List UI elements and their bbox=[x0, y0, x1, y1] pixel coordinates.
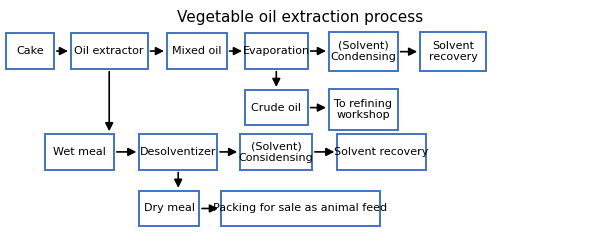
FancyBboxPatch shape bbox=[221, 191, 380, 226]
Text: (Solvent)
Considensing: (Solvent) Considensing bbox=[239, 141, 313, 163]
FancyBboxPatch shape bbox=[329, 32, 398, 71]
Text: Desolventizer: Desolventizer bbox=[140, 147, 217, 157]
Text: Oil extractor: Oil extractor bbox=[74, 46, 144, 56]
FancyBboxPatch shape bbox=[420, 32, 486, 71]
Text: Solvent
recovery: Solvent recovery bbox=[428, 41, 478, 62]
FancyBboxPatch shape bbox=[245, 90, 308, 125]
Text: Solvent recovery: Solvent recovery bbox=[334, 147, 429, 157]
Text: Crude oil: Crude oil bbox=[251, 103, 301, 113]
FancyBboxPatch shape bbox=[71, 33, 148, 69]
Text: (Solvent)
Condensing: (Solvent) Condensing bbox=[331, 41, 396, 62]
FancyBboxPatch shape bbox=[6, 33, 54, 69]
Text: To refining
workshop: To refining workshop bbox=[334, 99, 392, 120]
FancyBboxPatch shape bbox=[139, 191, 199, 226]
Text: Packing for sale as animal feed: Packing for sale as animal feed bbox=[213, 203, 388, 214]
Text: Mixed oil: Mixed oil bbox=[172, 46, 221, 56]
Text: Evaporation: Evaporation bbox=[243, 46, 310, 56]
FancyBboxPatch shape bbox=[337, 134, 426, 170]
Text: Vegetable oil extraction process: Vegetable oil extraction process bbox=[177, 10, 423, 25]
FancyBboxPatch shape bbox=[240, 134, 312, 170]
Text: Wet meal: Wet meal bbox=[53, 147, 106, 157]
FancyBboxPatch shape bbox=[329, 89, 398, 130]
FancyBboxPatch shape bbox=[45, 134, 114, 170]
FancyBboxPatch shape bbox=[139, 134, 217, 170]
FancyBboxPatch shape bbox=[245, 33, 308, 69]
FancyBboxPatch shape bbox=[167, 33, 227, 69]
Text: Cake: Cake bbox=[16, 46, 44, 56]
Text: Dry meal: Dry meal bbox=[144, 203, 195, 214]
